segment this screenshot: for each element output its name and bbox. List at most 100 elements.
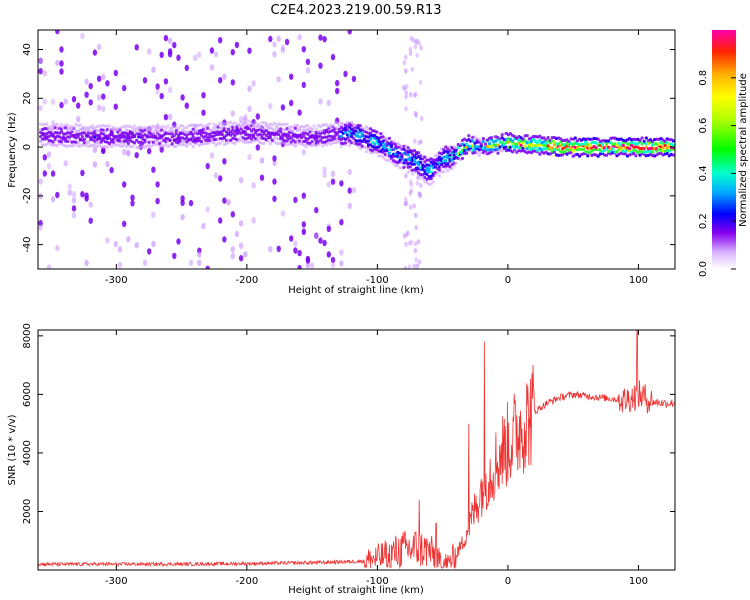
heatmap-cell (671, 139, 675, 143)
heatmap-cell (101, 93, 106, 100)
heatmap-cell (97, 134, 101, 138)
heatmap-cell (293, 247, 298, 254)
heatmap-cell (258, 123, 262, 127)
heatmap-cell (149, 145, 153, 149)
heatmap-cell (331, 124, 335, 128)
heatmap-cell (59, 68, 64, 75)
heatmap-cell (586, 154, 590, 158)
heatmap-cell (42, 70, 47, 77)
heatmap-cell (356, 126, 360, 130)
heatmap-cell (412, 263, 417, 269)
heatmap-cell (404, 90, 409, 96)
heatmap-cell (195, 141, 199, 145)
heatmap-cell (99, 140, 103, 144)
heatmap-cell (46, 162, 52, 170)
heatmap-cell (350, 135, 354, 139)
x-tick-label: 0 (505, 576, 511, 587)
heatmap-cell (407, 264, 412, 269)
heatmap-cell (425, 172, 429, 176)
heatmap-cell (318, 237, 323, 244)
snr-frame (37, 329, 676, 571)
heatmap-cell (546, 144, 550, 148)
heatmap-cell (301, 46, 306, 53)
heatmap-cell (155, 181, 160, 188)
heatmap-cell (237, 129, 241, 133)
heatmap-cell (84, 259, 89, 267)
heatmap-cell (412, 154, 417, 158)
heatmap-cell (88, 82, 93, 90)
heatmap-cell (410, 66, 415, 72)
heatmap-cell (650, 139, 655, 144)
heatmap-cell (343, 126, 348, 130)
heatmap-cell (481, 137, 485, 141)
heatmap-cell (191, 145, 195, 149)
heatmap-cell (76, 135, 80, 139)
heatmap-cell (272, 155, 277, 162)
heatmap-cell (63, 98, 68, 105)
heatmap-cell (205, 265, 210, 269)
heatmap-cell (247, 153, 252, 161)
heatmap-cell (151, 166, 156, 173)
heatmap-cell (188, 199, 194, 207)
heatmap-cell (508, 132, 513, 136)
heatmap-cell (51, 133, 55, 137)
heatmap-cell (105, 237, 110, 244)
heatmap-cell (407, 240, 412, 246)
heatmap-cell (600, 143, 605, 147)
heatmap-cell (272, 121, 277, 125)
heatmap-cell (189, 130, 193, 134)
heatmap-cell (366, 139, 371, 143)
heatmap-cell (55, 144, 59, 148)
heatmap-cell (289, 235, 294, 242)
heatmap-cell (220, 139, 224, 143)
heatmap-cell (180, 94, 185, 101)
heatmap-cell (611, 147, 615, 151)
heatmap-cell (306, 132, 310, 136)
colorbar-ticks: 0.0 0.2 0.4 0.6 0.8 (698, 70, 736, 277)
snr-x-label: Height of straight line (km) (288, 585, 424, 596)
colorbar-tick-label: 0.8 (698, 70, 709, 86)
heatmap-cell (306, 123, 310, 127)
heatmap-cell (189, 142, 193, 146)
heatmap-cell (230, 110, 235, 117)
heatmap-cell (113, 103, 119, 110)
heatmap-cell (335, 87, 340, 95)
heatmap-cell (387, 136, 391, 140)
heatmap-cell (201, 92, 206, 99)
heatmap-cell (159, 146, 164, 153)
heatmap-cell (46, 264, 52, 269)
colorbar-tick-label: 0.2 (698, 213, 709, 229)
heatmap-cell (408, 46, 413, 53)
heatmap-cell (92, 49, 98, 56)
heatmap-cell (45, 122, 49, 126)
heatmap-cell (71, 197, 77, 204)
heatmap-cell (159, 51, 164, 59)
heatmap-cell (403, 54, 408, 60)
heatmap-cell (293, 126, 297, 130)
chart-title: C2E4.2023.219.00.59.R13 (270, 3, 441, 18)
heatmap-cell (112, 137, 116, 141)
heatmap-cell (414, 257, 419, 263)
heatmap-cell (133, 141, 137, 145)
heatmap-cell (369, 137, 373, 141)
heatmap-cell (72, 143, 76, 147)
heatmap-cell (312, 124, 316, 128)
heatmap-cell (212, 126, 216, 130)
heatmap-cell (212, 141, 216, 145)
heatmap-cell (305, 58, 311, 65)
heatmap-cell (488, 142, 492, 146)
heatmap-cell (110, 145, 114, 149)
heatmap-cell (59, 130, 64, 134)
heatmap-cell (446, 147, 450, 151)
heatmap-cell (238, 177, 244, 184)
heatmap-cell (423, 175, 427, 180)
heatmap-cell (46, 151, 52, 158)
heatmap-cell (413, 110, 418, 116)
heatmap-cell (301, 221, 306, 228)
heatmap-cell (293, 196, 298, 204)
heatmap-cell (293, 144, 297, 148)
heatmap-cell (233, 134, 237, 138)
heatmap-cell (220, 132, 224, 137)
heatmap-cell (139, 132, 143, 136)
heatmap-cell (402, 86, 407, 92)
